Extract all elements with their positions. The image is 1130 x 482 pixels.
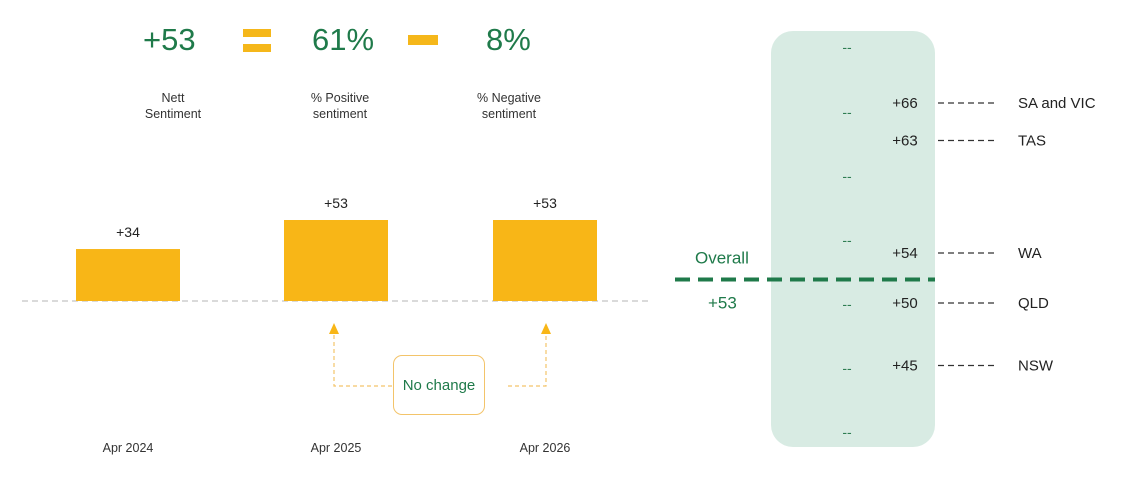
- band-dash-mark: --: [842, 39, 852, 55]
- equals-sign-top: [243, 29, 271, 37]
- band-dash-mark: --: [842, 104, 852, 120]
- region-name: TAS: [1018, 133, 1046, 150]
- negative-sentiment-caption: % Negative sentiment: [464, 90, 554, 122]
- x-tick-label: Apr 2025: [311, 441, 362, 455]
- caption-line: Nett: [161, 91, 185, 105]
- region-value: +45: [892, 358, 917, 375]
- region-name: QLD: [1018, 295, 1049, 312]
- region-name: WA: [1018, 245, 1042, 262]
- no-change-callout: No change: [393, 355, 485, 415]
- region-band: [771, 31, 935, 447]
- negative-sentiment-value: 8%: [486, 22, 531, 57]
- region-chart: -- -- -- -- -- -- -- Overall +53 +66 SA and VIC +63…: [675, 39, 1096, 440]
- region-name: NSW: [1018, 358, 1054, 375]
- bar-value-label: +53: [324, 195, 348, 211]
- region-value: +66: [892, 95, 917, 112]
- band-dash-mark: --: [842, 232, 852, 248]
- bar: [284, 220, 388, 301]
- band-dash-mark: --: [842, 424, 852, 440]
- overall-label: Overall: [695, 249, 749, 268]
- bar-series: +34 Apr 2024 +53 Apr 2025 +53 Apr 2026: [76, 195, 597, 455]
- caption-line: sentiment: [312, 107, 368, 121]
- bar: [76, 249, 180, 301]
- caption-line: Sentiment: [144, 107, 202, 121]
- bar-value-label: +34: [116, 224, 140, 240]
- region-value: +50: [892, 295, 917, 312]
- caption-line: % Negative: [477, 91, 541, 105]
- region-value: +54: [892, 245, 917, 262]
- nett-sentiment-caption: Nett Sentiment: [133, 90, 213, 122]
- callout-arrow-right: [508, 334, 547, 387]
- caption-line: sentiment: [481, 107, 537, 121]
- equals-sign-bottom: [243, 44, 271, 52]
- positive-sentiment-value: 61%: [312, 22, 375, 57]
- band-dash-mark: --: [842, 168, 852, 184]
- callout-arrow-left: [333, 334, 392, 387]
- caption-line: % Positive: [310, 91, 370, 105]
- arrow-head-right: [541, 323, 551, 334]
- left-chart-decor: [22, 300, 650, 387]
- region-value: +63: [892, 133, 917, 150]
- minus-sign: [408, 35, 438, 45]
- x-tick-label: Apr 2026: [520, 441, 571, 455]
- band-dash-mark: --: [842, 296, 852, 312]
- band-dash-mark: --: [842, 360, 852, 376]
- nett-sentiment-value: +53: [143, 22, 196, 57]
- positive-sentiment-caption: % Positive sentiment: [298, 90, 382, 122]
- bar-value-label: +53: [533, 195, 557, 211]
- overall-value: +53: [708, 294, 737, 313]
- x-tick-label: Apr 2024: [103, 441, 154, 455]
- arrow-head-left: [329, 323, 339, 334]
- bar: [493, 220, 597, 301]
- region-name: SA and VIC: [1018, 95, 1096, 112]
